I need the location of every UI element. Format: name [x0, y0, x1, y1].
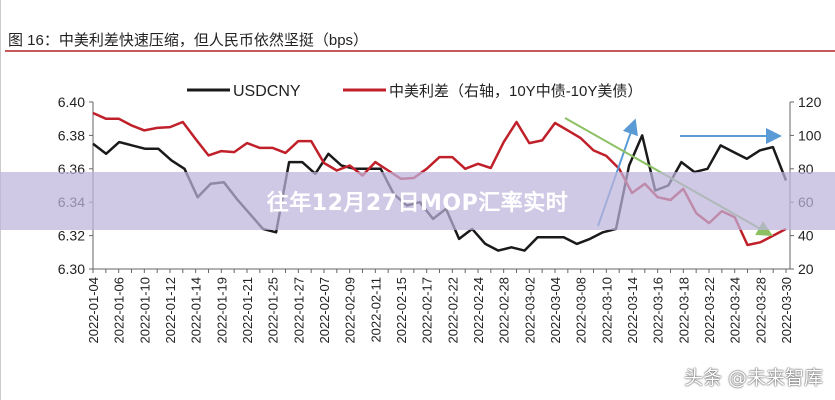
x-tick-label: 2022-02-28	[497, 277, 512, 344]
x-tick-label: 2022-01-27	[291, 277, 306, 344]
right-tick-label: 40	[798, 228, 814, 244]
left-tick-label: 6.38	[58, 127, 85, 143]
x-tick-label: 2022-03-28	[753, 277, 768, 344]
banner-text: 往年12月27日MOP汇率实时	[266, 191, 569, 216]
x-tick-label: 2022-01-12	[163, 277, 178, 344]
right-tick-label: 20	[798, 261, 814, 277]
watermark: 头条 @未来智库	[683, 367, 823, 389]
x-tick-label: 2022-03-04	[548, 277, 563, 344]
x-tick-label: 2022-01-21	[240, 277, 255, 344]
legend-label-spread: 中美利差（右轴，10Y中债-10Y美债）	[389, 83, 642, 100]
chart-title: 图 16：中美利差快速压缩，但人民币依然坚挺（bps）	[8, 32, 368, 49]
x-tick-label: 2022-01-06	[112, 277, 127, 344]
x-tick-label: 2022-01-19	[214, 277, 229, 344]
overlay-banner: 往年12月27日MOP汇率实时	[0, 172, 835, 230]
x-tick-label: 2022-03-16	[651, 277, 666, 344]
x-tick-label: 2022-02-09	[343, 277, 358, 344]
x-tick-label: 2022-01-10	[137, 277, 152, 344]
x-tick-label: 2022-03-22	[702, 277, 717, 344]
x-tick-label: 2022-02-22	[445, 277, 460, 344]
x-tick-label: 2022-03-30	[779, 277, 794, 344]
x-tick-label: 2022-03-10	[599, 277, 614, 344]
x-tick-label: 2022-01-14	[189, 277, 204, 344]
legend: USDCNY 中美利差（右轴，10Y中债-10Y美债）	[187, 83, 642, 100]
x-tick-label: 2022-03-08	[574, 277, 589, 344]
x-tick-label: 2022-02-07	[317, 277, 332, 344]
x-tick-label: 2022-03-24	[728, 277, 743, 344]
left-tick-label: 6.40	[58, 94, 85, 110]
right-tick-label: 120	[798, 94, 822, 110]
x-tick-label: 2022-01-25	[266, 277, 281, 344]
x-tick-label: 2022-03-14	[625, 277, 640, 344]
x-tick-label: 2022-01-04	[86, 277, 101, 344]
left-tick-label: 6.32	[58, 228, 85, 244]
x-tick-label: 2022-03-02	[522, 277, 537, 344]
legend-label-usdcny: USDCNY	[233, 83, 301, 100]
x-tick-label: 2022-02-11	[368, 277, 383, 343]
x-tick-label: 2022-02-24	[471, 277, 486, 344]
x-tick-label: 2022-02-15	[394, 277, 409, 344]
right-tick-label: 100	[798, 127, 822, 143]
x-tick-label: 2022-03-18	[676, 277, 691, 344]
left-tick-label: 6.30	[58, 261, 85, 277]
x-tick-label: 2022-02-17	[420, 277, 435, 344]
